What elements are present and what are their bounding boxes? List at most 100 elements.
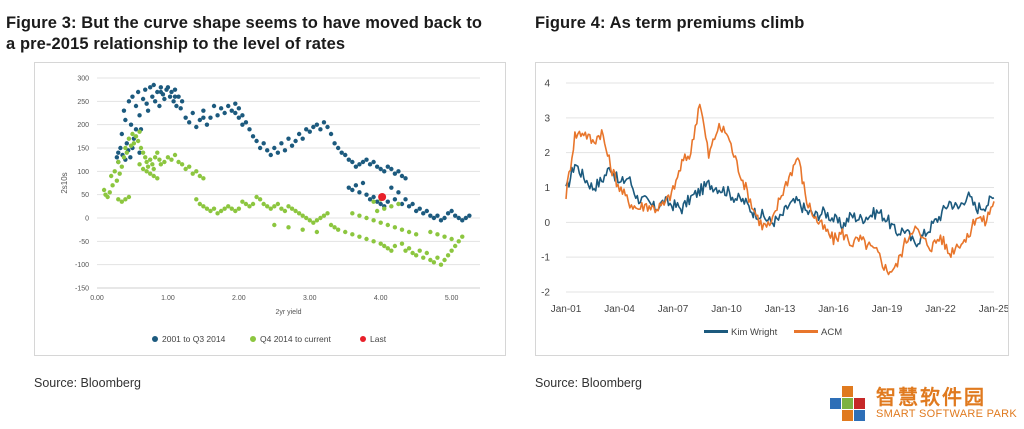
scatter-point-series-0	[300, 136, 305, 141]
scatter-point-series-1	[403, 248, 408, 253]
scatter-point-series-0	[169, 89, 174, 95]
scatter-point-series-1	[300, 213, 305, 218]
scatter-point-series-0	[147, 85, 153, 90]
scatter-point-series-0	[328, 131, 334, 137]
scatter-point-series-0	[218, 106, 224, 111]
scatter-point-series-1	[442, 257, 447, 263]
scatter-point-series-0	[385, 164, 390, 169]
y-tick-label: -50	[79, 239, 89, 246]
scatter-point-series-0	[378, 166, 383, 172]
series-line-1	[565, 103, 995, 276]
scatter-point-series-1	[382, 243, 387, 249]
scatter-point-series-0	[367, 197, 373, 202]
scatter-point-series-1	[378, 241, 383, 246]
scatter-point-series-0	[150, 94, 155, 99]
scatter-point-series-1	[222, 206, 227, 211]
scatter-point-series-1	[190, 171, 195, 176]
scatter-point-series-0	[456, 215, 461, 221]
scatter-point-series-0	[143, 87, 148, 92]
scatter-point-series-0	[325, 124, 330, 130]
x-tick-label: Jan-10	[711, 304, 742, 315]
scatter-point-series-1	[152, 155, 158, 160]
legend-entry-2: Last	[360, 334, 387, 344]
scatter-point-series-0	[268, 152, 273, 158]
scatter-point-series-0	[133, 103, 139, 109]
scatter-point-series-1	[124, 150, 129, 155]
scatter-point-series-1	[314, 229, 320, 235]
scatter-point-series-1	[385, 246, 390, 251]
x-tick-label: 4.00	[374, 295, 388, 302]
scatter-point-series-0	[137, 113, 142, 118]
scatter-point-series-1	[151, 166, 156, 172]
scatter-point-series-1	[208, 208, 213, 214]
scatter-point-series-0	[289, 143, 295, 148]
y-tick-label: 4	[544, 79, 550, 90]
scatter-point-series-1	[314, 218, 320, 223]
scatter-point-series-1	[130, 131, 135, 137]
scatter-point-series-0	[174, 103, 179, 109]
scatter-point-series-1	[396, 201, 401, 207]
scatter-point-series-1	[204, 206, 210, 211]
scatter-point-series-0	[374, 199, 380, 204]
figure3-frame: 300 250 200 150 100 50 0 -50 -100 -150 0.00 1.00 2.0…	[34, 62, 506, 356]
scatter-point-series-0	[201, 115, 206, 120]
scatter-point-series-1	[155, 176, 160, 181]
scatter-point-series-1	[413, 232, 419, 237]
figure3-title-line2: a pre-2015 relationship to the level of …	[6, 35, 346, 53]
scatter-point-series-1	[435, 255, 440, 260]
scatter-point-series-0	[240, 113, 245, 118]
scatter-point-series-1	[194, 169, 199, 174]
scatter-point-series-1	[240, 199, 245, 204]
scatter-point-series-0	[406, 204, 412, 209]
x-tick-label: Jan-22	[925, 304, 956, 315]
scatter-point-series-0	[389, 185, 394, 190]
scatter-point-series-1	[126, 194, 132, 200]
scatter-point-series-1	[335, 227, 341, 232]
legend-label: ACM	[821, 327, 842, 338]
series-line-0	[565, 163, 995, 248]
y-tick-label: 200	[77, 122, 89, 129]
logo-square-orange	[842, 386, 853, 397]
scatter-point-series-1	[449, 236, 454, 242]
scatter-point-series-1	[133, 134, 139, 139]
scatter-point-series-1	[382, 206, 387, 211]
scatter-point-series-0	[399, 173, 405, 179]
scatter-point-series-1	[176, 159, 181, 165]
scatter-point-series-0	[435, 213, 440, 218]
logo-text-en: SMART SOFTWARE PARK	[876, 408, 1017, 420]
logo-square-blue	[830, 398, 841, 409]
y-tick-label: 1	[544, 183, 550, 194]
scatter-point-series-1	[275, 201, 281, 207]
scatter-point-series-1	[165, 155, 171, 160]
scatter-point-series-0	[396, 169, 401, 174]
scatter-point-series-1	[247, 204, 252, 209]
scatter-point-series-0	[226, 103, 231, 109]
scatter-point-series-1	[406, 246, 412, 251]
logo-square-orange-2	[842, 410, 853, 421]
scatter-point-series-0	[119, 131, 125, 137]
y-tick-label: 50	[81, 192, 89, 199]
figure4-frame: 4 3 2 1 0 -1 -2 Jan-01 Jan-04 Jan-07 Jan-10 Jan-13 J…	[535, 62, 1010, 356]
scatter-point-series-0	[374, 164, 380, 169]
scatter-point-series-1	[307, 218, 312, 223]
scatter-point-series-1	[350, 232, 355, 237]
scatter-point-series-1	[286, 204, 291, 209]
scatter-point-series-0	[335, 145, 341, 151]
legend-marker	[360, 336, 366, 342]
scatter-point-series-0	[140, 96, 146, 102]
scatter-point-series-1	[211, 206, 217, 211]
scatter-point-series-0	[449, 208, 454, 214]
scatter-point-series-0	[357, 190, 362, 195]
scatter-point-series-1	[385, 222, 390, 228]
scatter-point-series-0	[339, 150, 344, 155]
scatter-point-series-1	[144, 169, 149, 174]
scatter-point-series-0	[360, 159, 366, 165]
legend-entry-1: ACM	[794, 327, 842, 338]
scatter-point-series-0	[275, 150, 281, 155]
scatter-point-series-1	[357, 213, 362, 218]
scatter-point-series-0	[157, 103, 162, 109]
scatter-point-series-0	[121, 108, 127, 113]
scatter-point-series-1	[107, 190, 112, 195]
scatter-point-series-0	[243, 120, 249, 125]
scatter-point-series-1	[332, 225, 337, 230]
